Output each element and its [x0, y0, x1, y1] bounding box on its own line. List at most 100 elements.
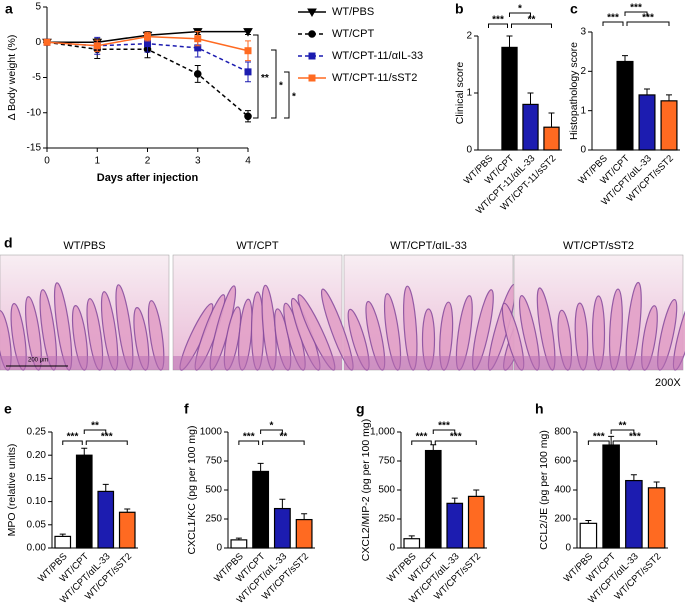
- y-tick-label: 0: [216, 543, 222, 554]
- significance-bracket: [624, 11, 648, 16]
- y-tick-label: 2: [580, 66, 586, 77]
- significance-label: *: [292, 92, 296, 103]
- bar: [252, 470, 270, 549]
- significance-bracket: [509, 12, 531, 17]
- scale-bar-label: 200 μm: [28, 358, 48, 364]
- error-bar: [279, 498, 286, 509]
- significance-label: *: [270, 421, 274, 432]
- micrograph-title: WT/PBS: [63, 240, 105, 252]
- panel-label: g: [356, 401, 365, 417]
- error-bar: [653, 481, 660, 488]
- error-bar: [301, 513, 308, 520]
- error-bar: [608, 435, 615, 446]
- bar: [543, 126, 560, 151]
- y-tick-label: 250: [378, 514, 395, 525]
- significance-bracket: [602, 21, 624, 26]
- bar: [660, 100, 678, 151]
- panel-label: a: [5, 1, 13, 17]
- crypt-layer: [173, 356, 342, 370]
- significance-bracket: [83, 429, 107, 434]
- significance-label: ***: [630, 3, 642, 14]
- marker: [43, 38, 51, 46]
- significance-label: **: [279, 432, 287, 443]
- y-tick-label: 1,000: [370, 427, 395, 438]
- y-axis-label: MPO (relative units): [6, 444, 18, 537]
- micrograph-title: WT/CPT/αIL-33: [390, 240, 467, 252]
- significance-label: **: [528, 15, 536, 26]
- y-tick-label: 250: [205, 514, 222, 525]
- significance-label: **: [261, 73, 269, 84]
- bar: [54, 535, 72, 549]
- significance-label: ***: [492, 15, 504, 26]
- marker: [244, 112, 252, 121]
- significance-bracket: [62, 440, 83, 445]
- legend-marker: [308, 30, 316, 38]
- significance-bracket: [587, 440, 610, 445]
- significance-bracket: [434, 440, 477, 445]
- significance-label: *: [518, 4, 522, 15]
- panel-label: b: [455, 1, 464, 17]
- bar: [273, 507, 291, 549]
- legend-label: WT/CPT-11/sST2: [332, 72, 417, 84]
- y-tick-label: 2: [466, 31, 472, 42]
- error-bar: [102, 483, 109, 492]
- y-tick-label: 0.00: [27, 543, 47, 554]
- bar: [647, 487, 666, 549]
- error-bar: [506, 35, 513, 48]
- significance-bracket: [253, 34, 259, 119]
- x-axis-label: Days after injection: [97, 172, 199, 184]
- marker: [193, 70, 202, 78]
- significance-label: ***: [593, 432, 605, 443]
- bar: [230, 539, 248, 549]
- legend-marker: [308, 52, 316, 60]
- y-axis-label: CXCL2/MIP-2 (pg per 100 mg): [360, 419, 372, 561]
- error-bar: [257, 462, 264, 472]
- marker: [93, 42, 101, 50]
- error-bar: [644, 88, 650, 95]
- legend-label: WT/PBS: [332, 6, 374, 18]
- marker: [244, 68, 252, 76]
- marker: [144, 33, 151, 41]
- bar: [424, 449, 442, 549]
- bar: [522, 103, 539, 151]
- micrograph-title: WT/CPT/sST2: [563, 240, 634, 252]
- significance-bracket: [284, 71, 290, 119]
- y-axis-label: Clinical score: [454, 62, 466, 125]
- panel-label: f: [184, 401, 189, 417]
- y-tick-label: 3: [580, 27, 586, 38]
- y-tick-label: 750: [205, 456, 222, 467]
- y-tick-label: 1000: [200, 427, 223, 438]
- significance-bracket: [271, 49, 277, 119]
- y-axis-label: CCL2/JE (pg per 100 mg): [538, 430, 550, 550]
- y-tick-label: 0: [389, 543, 395, 554]
- significance-bracket: [610, 429, 635, 434]
- y-axis-label: Δ Body weight (%): [6, 35, 18, 121]
- error-bar: [527, 92, 534, 105]
- significance-label: ***: [416, 432, 428, 443]
- y-tick-label: 5: [35, 2, 41, 13]
- y-tick-label: -5: [32, 72, 41, 83]
- micrograph-title: WT/CPT: [236, 240, 278, 252]
- crypt-layer: [514, 356, 683, 370]
- significance-label: ***: [629, 432, 641, 443]
- y-tick-label: 0.15: [27, 473, 47, 484]
- y-tick-label: 0.10: [27, 496, 47, 507]
- marker: [144, 40, 151, 48]
- significance-label: ***: [243, 432, 255, 443]
- y-tick-label: 500: [378, 485, 395, 496]
- significance-bracket: [612, 440, 658, 445]
- legend-marker: [307, 8, 317, 18]
- significance-label: ***: [450, 432, 462, 443]
- x-tick-label: 4: [245, 156, 251, 167]
- error-bar: [473, 489, 480, 497]
- crypt-layer: [0, 356, 169, 370]
- x-tick-label: 2: [145, 156, 151, 167]
- y-tick-label: 0: [580, 145, 586, 156]
- y-tick-label: 0.25: [27, 427, 47, 438]
- bar: [616, 60, 634, 151]
- y-tick-label: 0: [466, 145, 472, 156]
- panel-label: c: [570, 1, 578, 17]
- legend-marker: [308, 74, 316, 82]
- crypt-layer: [344, 356, 513, 370]
- significance-bracket: [238, 440, 260, 445]
